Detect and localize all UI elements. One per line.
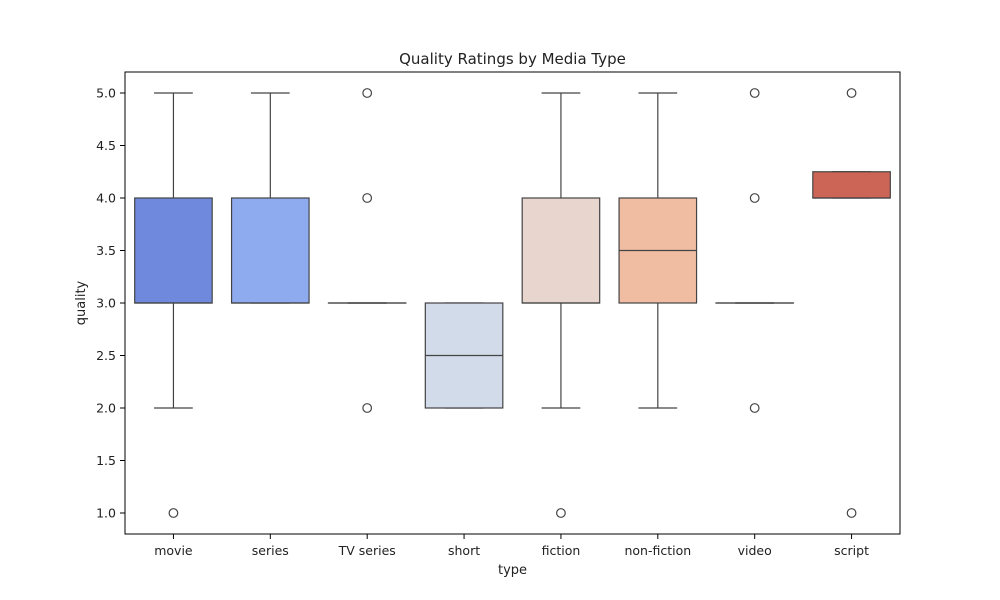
box-2 <box>327 88 407 413</box>
y-tick-label: 1.0 <box>96 506 116 521</box>
iqr-box <box>521 197 601 304</box>
outlier-point <box>846 508 857 518</box>
y-axis-label: quality <box>74 280 89 325</box>
box-7 <box>812 88 891 518</box>
x-axis-label: type <box>498 563 527 578</box>
outlier-point <box>846 88 857 98</box>
outlier-point <box>362 403 373 413</box>
x-tick-label: non-fiction <box>624 543 691 558</box>
y-tick-label: 4.0 <box>96 191 116 206</box>
box-3 <box>424 302 504 409</box>
iqr-box <box>134 197 213 304</box>
y-tick-label: 2.5 <box>96 348 116 363</box>
outlier-point <box>168 508 179 518</box>
outlier-point <box>749 88 760 98</box>
y-tick-label: 3.0 <box>96 296 116 311</box>
box-1 <box>230 92 310 304</box>
box-6 <box>715 88 795 413</box>
outlier-point <box>749 193 760 203</box>
x-tick-label: video <box>738 543 772 558</box>
plot-content <box>134 88 891 518</box>
x-tick-label: script <box>834 543 869 558</box>
iqr-box <box>812 171 891 199</box>
x-tick-label: short <box>448 543 480 558</box>
outlier-point <box>362 88 373 98</box>
box-5 <box>618 92 698 409</box>
chart-title: Quality Ratings by Media Type <box>399 50 626 68</box>
x-tick-label: series <box>252 543 289 558</box>
outlier-point <box>362 193 373 203</box>
x-tick-label: movie <box>154 543 193 558</box>
outlier-point <box>749 403 760 413</box>
y-axis: 1.0 1.5 2.0 2.5 3.0 3.5 4.0 4.5 5.0 <box>96 86 125 521</box>
x-axis: movie series TV series short fiction non-fict… <box>154 534 869 558</box>
x-tick-label: TV series <box>338 543 396 558</box>
iqr-box <box>230 197 310 304</box>
outlier-point <box>556 508 566 518</box>
y-tick-label: 4.5 <box>96 138 116 153</box>
x-tick-label: fiction <box>542 543 581 558</box>
box-4 <box>521 92 601 518</box>
y-tick-label: 5.0 <box>96 86 116 101</box>
y-tick-label: 3.5 <box>96 243 116 258</box>
y-tick-label: 1.5 <box>96 453 116 468</box>
box-0 <box>134 92 213 518</box>
y-tick-label: 2.0 <box>96 401 116 416</box>
